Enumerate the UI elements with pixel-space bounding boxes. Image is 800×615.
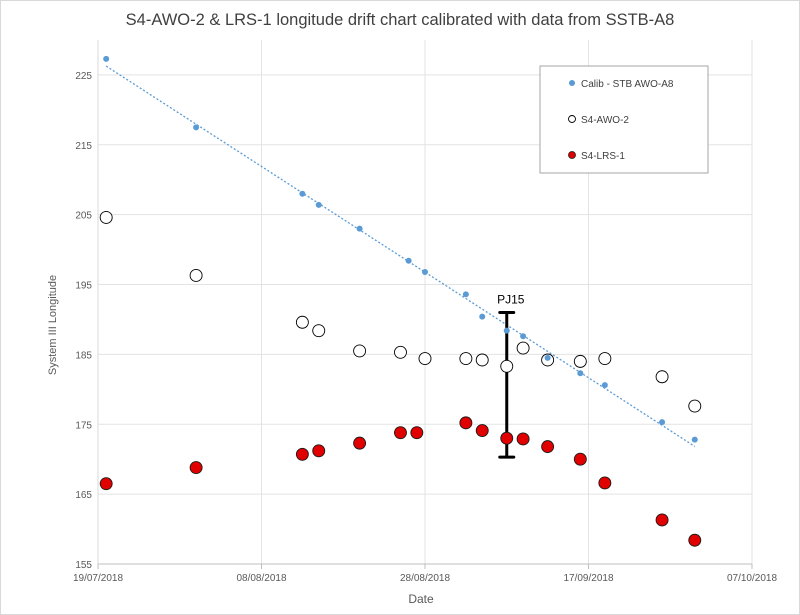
legend-label-s4-lrs-1: S4-LRS-1 — [581, 151, 625, 162]
axes: 155 165 175 185 195 205 215 225 19/07/2018 08/08/… — [73, 40, 777, 584]
calib-stb-awo-a8-point — [479, 313, 486, 320]
calib-stb-awo-a8-point — [462, 291, 469, 298]
calib-stb-awo-a8-point — [601, 382, 608, 389]
s4-lrs-1-point — [688, 533, 702, 547]
y-tick-label: 195 — [75, 281, 92, 292]
annotation-layer: PJ15 — [497, 292, 525, 459]
x-tick-label: 07/10/2018 — [727, 573, 777, 584]
calib-stb-awo-a8-point — [691, 436, 698, 443]
calib-stb-awo-a8-point — [520, 333, 527, 340]
x-tick-label: 17/09/2018 — [563, 573, 613, 584]
s4-lrs-1-point — [459, 416, 473, 430]
s4-lrs-1-point — [353, 436, 367, 450]
s4-awo-2-point — [598, 352, 612, 366]
x-axis-title: Date — [408, 592, 434, 606]
y-tick-label: 175 — [75, 420, 92, 431]
trendline — [105, 65, 696, 447]
s4-awo-2-point — [573, 354, 587, 368]
s4-lrs-1-point — [541, 440, 555, 454]
calib-stb-awo-a8-point — [659, 419, 666, 426]
s4-lrs-1-point — [475, 424, 489, 438]
s4-awo-2-point — [655, 370, 669, 384]
y-tick-label: 205 — [75, 211, 92, 222]
legend-label-s4-awo-2: S4-AWO-2 — [581, 115, 629, 126]
s4-lrs-1-point — [655, 513, 669, 527]
x-tick-label: 19/07/2018 — [73, 573, 123, 584]
s4-awo-2-point — [688, 399, 702, 413]
calib-stb-awo-a8-point — [299, 190, 306, 197]
s4-lrs-1-point — [598, 476, 612, 490]
s4-awo-2-point — [500, 359, 514, 373]
legend-marker-s4-lrs-1 — [568, 151, 576, 159]
s4-awo-2-point — [475, 353, 489, 367]
y-tick-label: 215 — [75, 141, 92, 152]
s4-awo-2-point — [99, 211, 113, 224]
s4-lrs-1-point — [394, 426, 407, 440]
calib-stb-awo-a8-point — [103, 55, 110, 62]
s4-awo-2-point — [459, 352, 473, 366]
s4-lrs-1-point — [500, 431, 514, 445]
s4-lrs-1-point — [295, 447, 309, 461]
calib-stb-awo-a8-point — [315, 201, 322, 208]
legend: Calib - STB AWO-A8 S4-AWO-2 S4-LRS-1 — [539, 65, 709, 174]
y-tick-label: 155 — [75, 560, 92, 571]
calib-stb-awo-a8-point — [577, 370, 584, 377]
s4-awo-2-point — [312, 324, 326, 338]
s4-awo-2-point — [353, 344, 367, 358]
s4-lrs-1-point — [312, 444, 326, 458]
x-tick-label: 28/08/2018 — [400, 573, 450, 584]
s4-lrs-1-point — [99, 477, 113, 491]
s4-awo-2-point — [295, 315, 309, 329]
s4-lrs-1-point — [516, 432, 530, 446]
s4-awo-2-point — [189, 269, 203, 282]
y-tick-label: 165 — [75, 490, 92, 501]
calib-stb-awo-a8-point — [193, 124, 200, 131]
pj15-label: PJ15 — [497, 292, 525, 306]
legend-marker-calib-stb-awo-a8 — [569, 80, 575, 86]
y-tick-label: 185 — [75, 350, 92, 361]
calib-stb-awo-a8-point — [503, 327, 510, 334]
x-tick-label: 08/08/2018 — [236, 573, 286, 584]
s4-awo-2-point — [516, 341, 530, 355]
calib-stb-awo-a8-point — [405, 257, 412, 264]
s4-awo-2-point — [394, 345, 407, 359]
y-tick-label: 225 — [75, 71, 92, 82]
s4-awo-2-point — [418, 352, 432, 366]
s4-lrs-1-point — [410, 426, 424, 440]
s4-lrs-1-point — [189, 461, 203, 475]
legend-label-calib-stb-awo-a8: Calib - STB AWO-A8 — [581, 79, 674, 90]
data-points-layer — [99, 55, 702, 547]
legend-box — [539, 65, 709, 174]
chart-title: S4-AWO-2 & LRS-1 longitude drift chart c… — [126, 11, 675, 29]
gridlines — [98, 40, 753, 564]
legend-marker-s4-awo-2 — [568, 115, 576, 123]
trendline-layer — [105, 65, 696, 447]
s4-lrs-1-point — [573, 452, 587, 466]
calib-stb-awo-a8-point — [422, 268, 428, 275]
calib-stb-awo-a8-point — [544, 354, 551, 361]
y-axis-title: System III Longitude — [47, 275, 59, 375]
calib-stb-awo-a8-point — [356, 225, 363, 232]
